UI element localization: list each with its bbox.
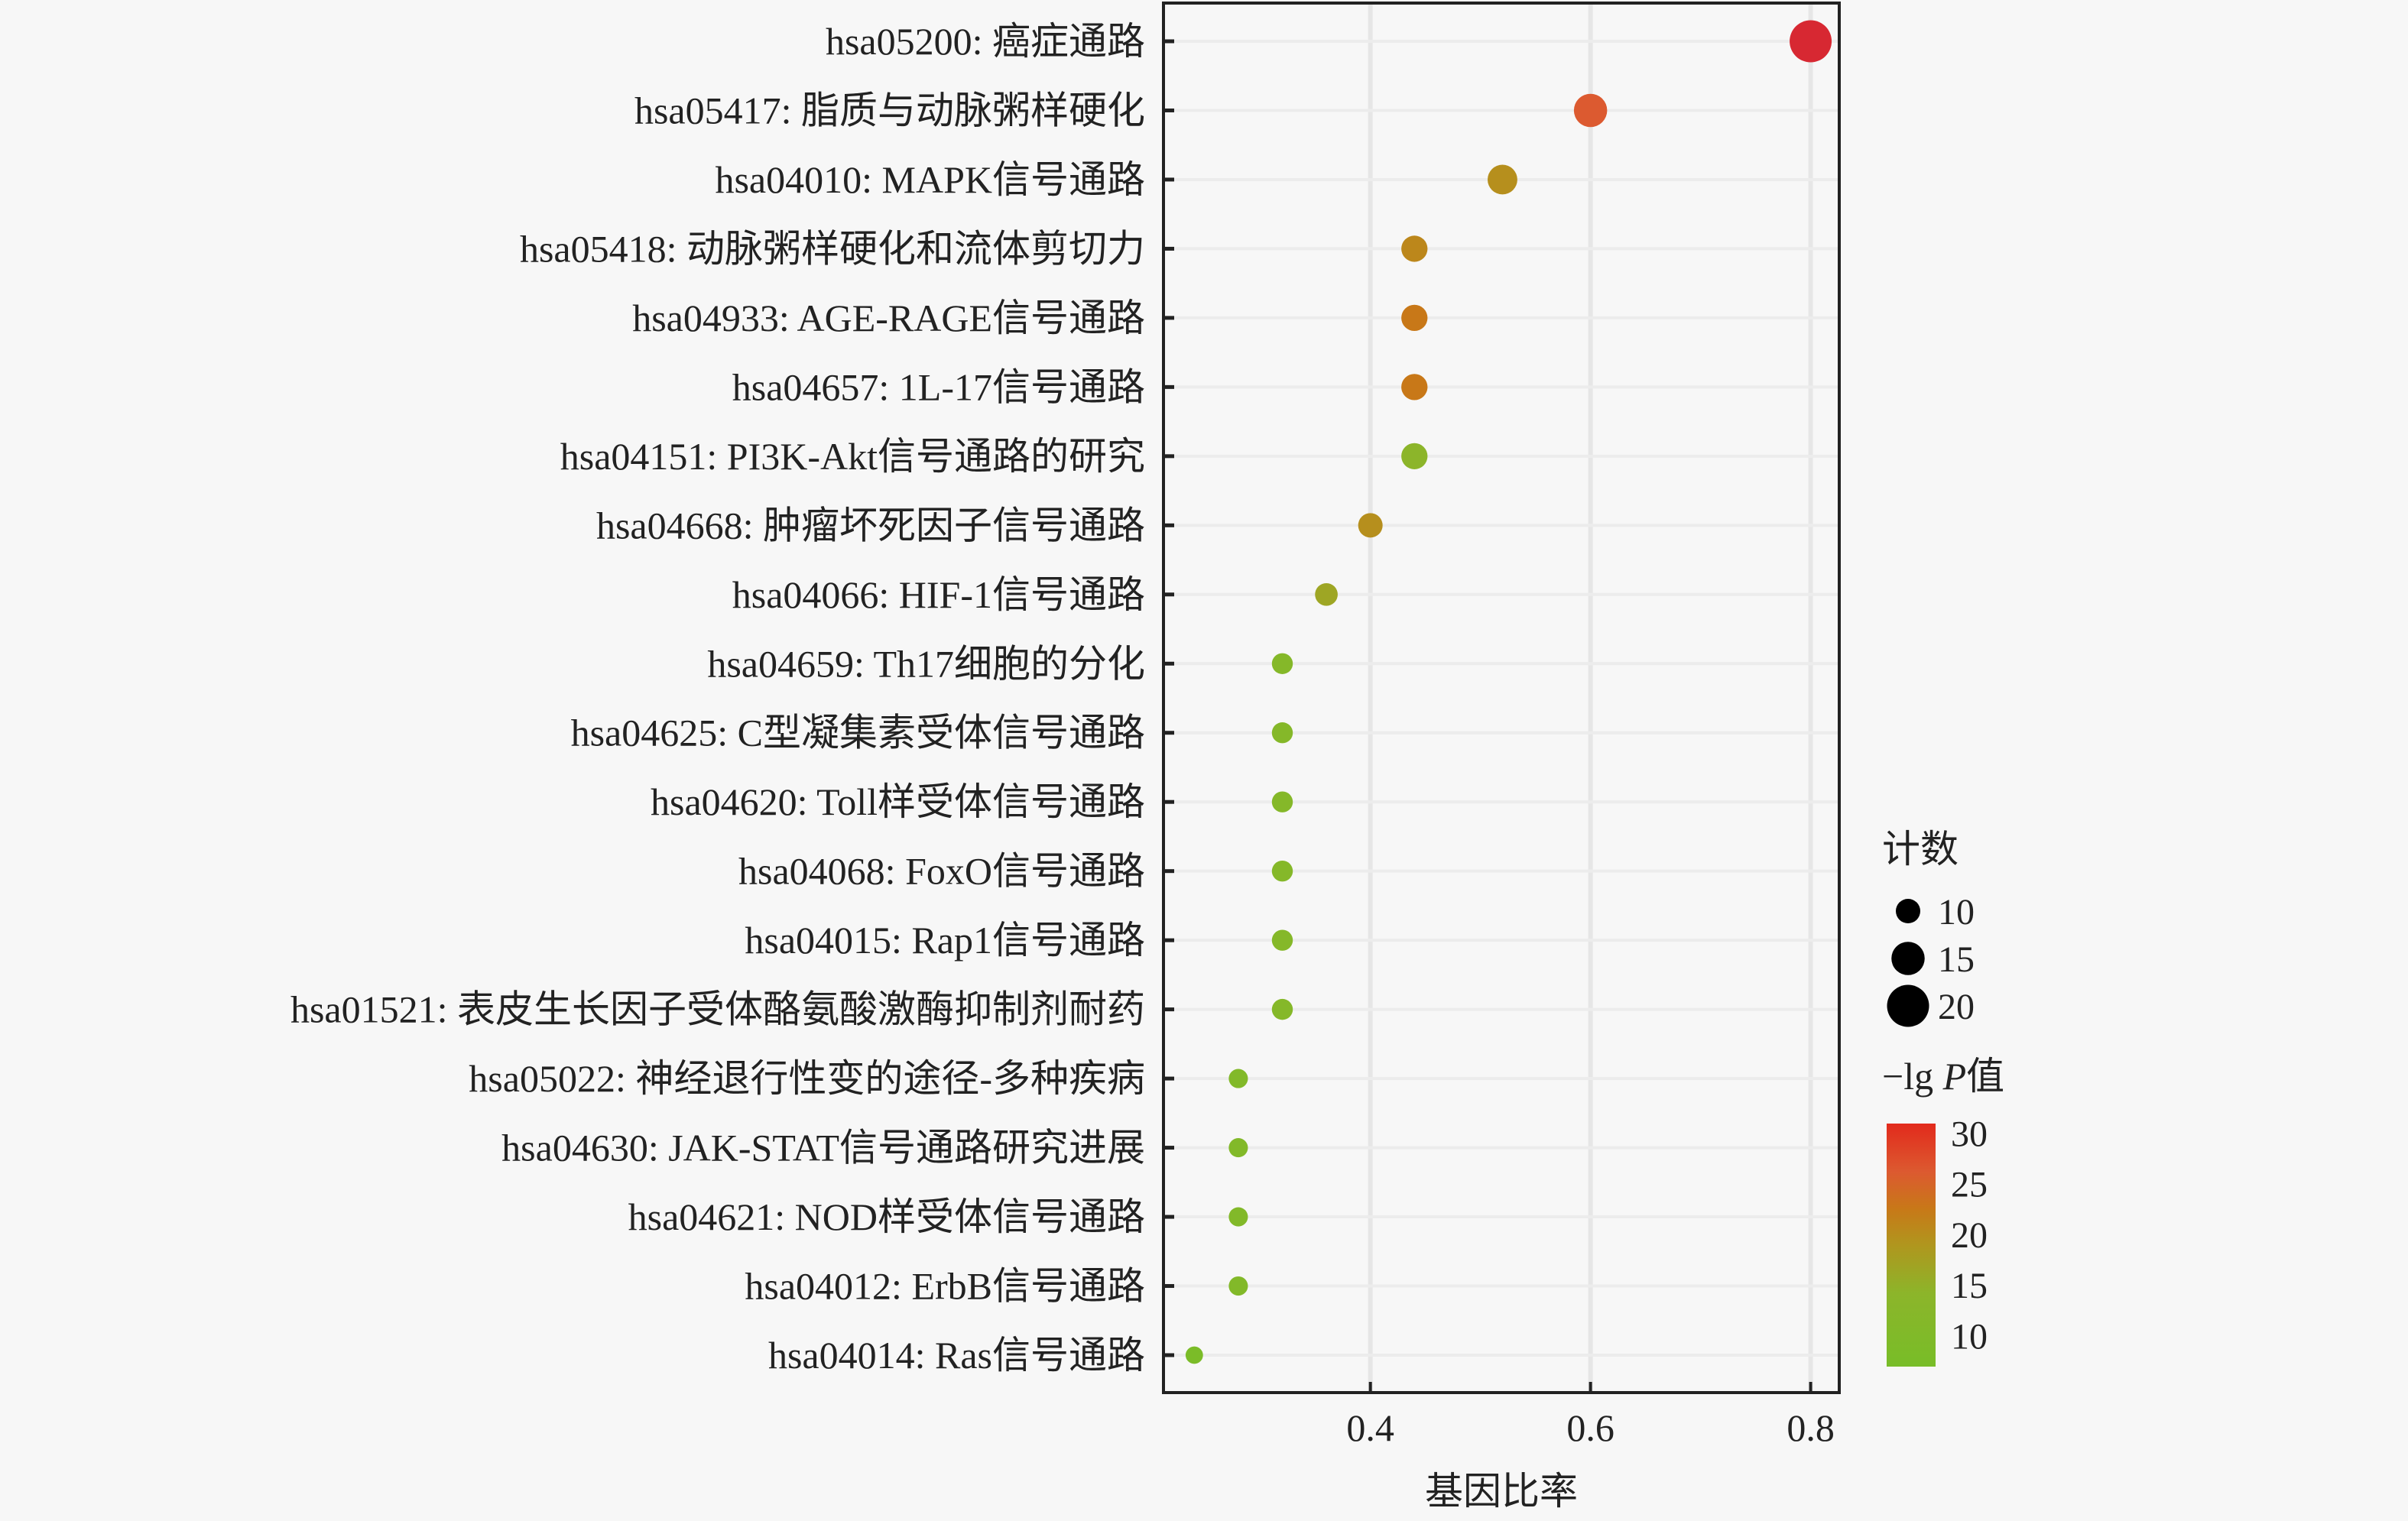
y-tick-label: hsa04010: MAPK信号通路 — [715, 158, 1145, 201]
data-point — [1401, 304, 1428, 332]
data-point — [1315, 582, 1338, 606]
color-bar — [1887, 1124, 1936, 1367]
data-point — [1401, 235, 1428, 262]
data-point — [1228, 1069, 1248, 1088]
y-tick-label: hsa01521: 表皮生长因子受体酪氨酸激酶抑制剂耐药 — [290, 988, 1145, 1031]
data-point — [1271, 653, 1293, 674]
y-tick-label: hsa04659: Th17细胞的分化 — [707, 642, 1145, 685]
color-legend-label: 30 — [1951, 1114, 1988, 1154]
y-tick-label: hsa05418: 动脉粥样硬化和流体剪切力 — [520, 227, 1145, 270]
size-legend-label: 15 — [1938, 939, 1975, 980]
y-tick-label: hsa05200: 癌症通路 — [826, 20, 1145, 63]
x-tick-label: 0.4 — [1346, 1406, 1394, 1449]
y-tick-label: hsa04625: C型凝集素受体信号通路 — [571, 712, 1145, 754]
size-legend: 计数 10 15 20 — [1882, 828, 1975, 1027]
data-point — [1271, 929, 1293, 951]
y-tick-label: hsa04068: FoxO信号通路 — [738, 850, 1145, 893]
y-tick-label: hsa04620: Toll样受体信号通路 — [651, 780, 1145, 823]
color-legend: −lg P值 30 25 20 15 10 — [1882, 1055, 2004, 1367]
y-tick-label: hsa04621: NOD样受体信号通路 — [628, 1195, 1145, 1238]
y-tick-label: hsa04015: Rap1信号通路 — [745, 919, 1145, 962]
grid — [1163, 3, 1839, 1393]
y-tick-label: hsa04657: 1L-17信号通路 — [732, 365, 1145, 408]
color-legend-label: 20 — [1951, 1215, 1988, 1256]
data-point — [1271, 998, 1293, 1020]
y-tick-label: hsa04933: AGE-RAGE信号通路 — [632, 297, 1145, 339]
x-axis-title: 基因比率 — [1425, 1470, 1578, 1513]
color-legend-label: 10 — [1951, 1316, 1988, 1357]
data-point — [1228, 1207, 1248, 1227]
size-legend-dot — [1891, 942, 1925, 975]
data-point — [1228, 1276, 1248, 1296]
data-point — [1185, 1346, 1203, 1364]
y-tick-label: hsa05022: 神经退行性变的途径-多种疾病 — [469, 1057, 1145, 1100]
y-tick-label: hsa04014: Ras信号通路 — [768, 1334, 1145, 1377]
y-axis-labels: hsa05200: 癌症通路 hsa05417: 脂质与动脉粥样硬化 hsa0401… — [290, 20, 1174, 1377]
y-tick-label: hsa04668: 肿瘤坏死因子信号通路 — [596, 504, 1145, 546]
size-legend-label: 10 — [1938, 892, 1975, 932]
data-point — [1271, 722, 1293, 744]
x-tick-label: 0.8 — [1787, 1406, 1835, 1449]
y-tick-label: hsa04012: ErbB信号通路 — [745, 1265, 1145, 1308]
data-points — [1185, 20, 1832, 1364]
color-legend-title: −lg P值 — [1882, 1055, 2004, 1098]
color-legend-label: 25 — [1951, 1165, 1988, 1205]
data-point — [1271, 860, 1293, 882]
data-point — [1573, 93, 1608, 128]
size-legend-dot — [1896, 899, 1920, 923]
data-point — [1358, 513, 1383, 538]
data-point — [1790, 20, 1832, 63]
x-tick-label: 0.6 — [1566, 1406, 1615, 1449]
data-point — [1228, 1138, 1248, 1158]
data-point — [1401, 374, 1428, 401]
size-legend-title: 计数 — [1882, 828, 1959, 871]
data-point — [1271, 791, 1293, 812]
x-axis-ticks: 0.4 0.6 0.8 — [1346, 1382, 1835, 1449]
y-tick-label: hsa04630: JAK-STAT信号通路研究进展 — [501, 1127, 1145, 1169]
y-tick-label: hsa04151: PI3K-Akt信号通路的研究 — [560, 435, 1145, 478]
color-legend-label: 15 — [1951, 1266, 1988, 1306]
y-tick-label: hsa04066: HIF-1信号通路 — [732, 573, 1145, 616]
data-point — [1401, 443, 1428, 469]
data-point — [1487, 164, 1517, 195]
size-legend-label: 20 — [1938, 987, 1975, 1027]
plot-frame — [1162, 2, 1841, 1394]
size-legend-dot — [1887, 984, 1929, 1027]
y-tick-label: hsa05417: 脂质与动脉粥样硬化 — [634, 89, 1145, 131]
